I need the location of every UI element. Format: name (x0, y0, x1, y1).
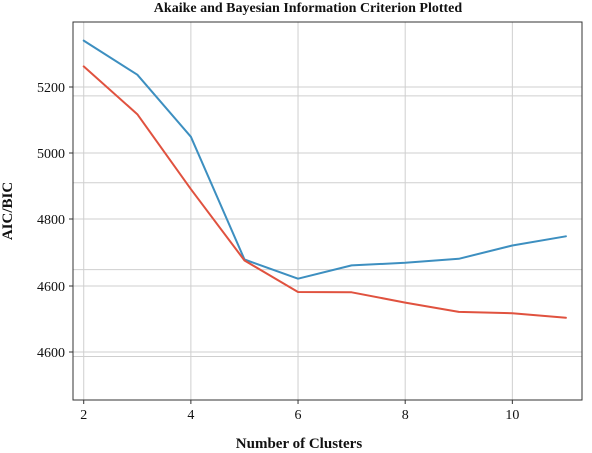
y-tick-label: 5200 (37, 81, 65, 96)
y-tick-label: 5000 (37, 147, 65, 162)
chart-title: Akaike and Bayesian Information Criterio… (154, 1, 463, 16)
y-tick-label: 4800 (37, 213, 65, 228)
x-tick-label: 6 (295, 408, 302, 423)
y-tick-label: 4600 (37, 280, 65, 295)
x-axis-label: Number of Clusters (236, 436, 363, 452)
series-layer (82, 39, 567, 319)
x-tick-label: 8 (402, 408, 409, 423)
series-line-2 (82, 65, 567, 319)
x-tick-label: 4 (187, 408, 194, 423)
ticks: 2 4 6 8 10 4600 4600 4800 5000 5200 (37, 81, 519, 423)
y-tick-label: 4600 (37, 346, 65, 361)
series-line-1 (82, 39, 567, 280)
x-tick-label: 2 (80, 408, 87, 423)
plot-frame (72, 21, 583, 401)
y-axis-label: AIC/BIC (0, 182, 16, 240)
x-tick-label: 10 (505, 408, 519, 423)
grid (73, 22, 582, 400)
